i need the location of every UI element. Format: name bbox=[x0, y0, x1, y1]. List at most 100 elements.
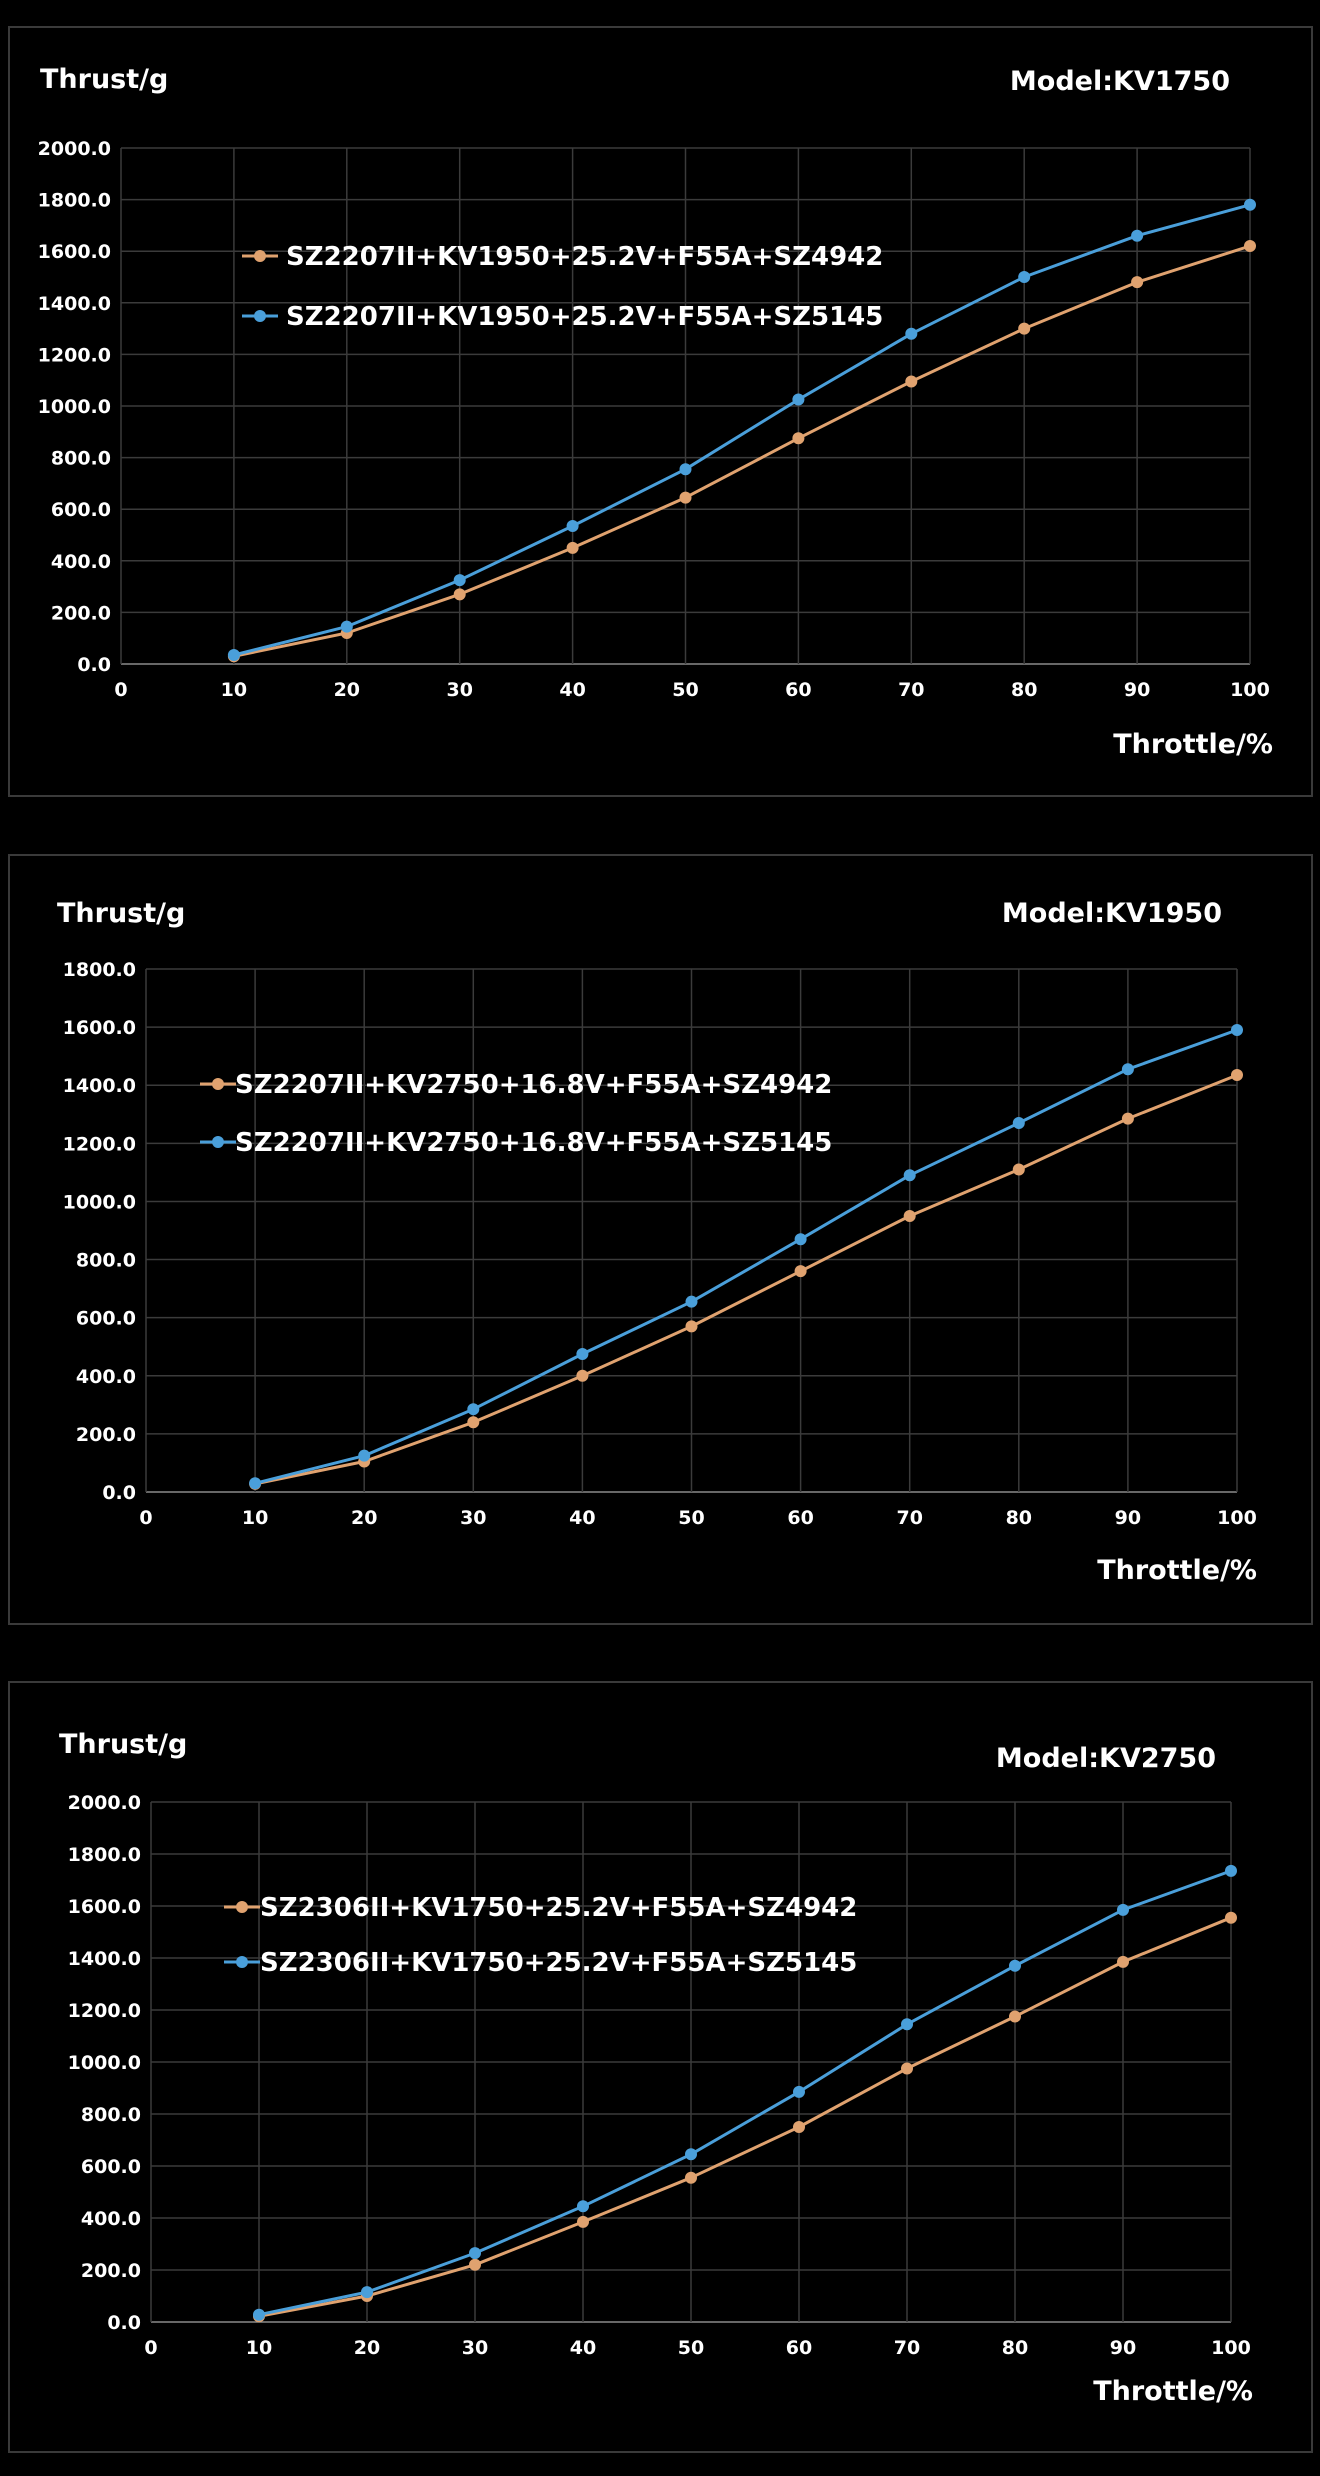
y-tick-label: 1200.0 bbox=[38, 344, 111, 366]
y-tick-label: 400.0 bbox=[51, 551, 111, 573]
data-point bbox=[467, 1403, 480, 1416]
legend: SZ2207II+KV1950+25.2V+F55A+SZ4942 SZ2207I… bbox=[242, 242, 883, 332]
data-point bbox=[792, 393, 805, 406]
x-tick-label: 0 bbox=[114, 679, 127, 701]
y-tick-label: 0.0 bbox=[77, 654, 111, 676]
legend-label: SZ2306II+KV1750+25.2V+F55A+SZ5145 bbox=[260, 1948, 857, 1978]
chart-svg-3: Thrust/g Model:KV2750 0.0200.0400.0600.0… bbox=[59, 1729, 1253, 2407]
data-point bbox=[793, 2121, 805, 2133]
data-point bbox=[1012, 1116, 1025, 1129]
y-tick-label: 600.0 bbox=[76, 1308, 136, 1330]
x-tick-label: 40 bbox=[570, 2337, 596, 2359]
y-tick-label: 1000.0 bbox=[63, 1191, 136, 1213]
legend-swatch-marker bbox=[212, 1078, 224, 1090]
data-point bbox=[901, 2018, 913, 2031]
legend-label: SZ2207II+KV1950+25.2V+F55A+SZ5145 bbox=[286, 302, 883, 332]
x-tick-label: 80 bbox=[1006, 1507, 1032, 1529]
x-tick-label: 50 bbox=[672, 679, 698, 701]
data-point bbox=[1231, 1024, 1243, 1037]
data-point bbox=[453, 574, 466, 587]
y-ticks: 0.0 200.0 400.0 600.0 800.0 1000.0 1200.0 1400.… bbox=[38, 138, 111, 676]
x-axis-label: Throttle/% bbox=[1097, 1555, 1257, 1586]
data-point bbox=[1244, 240, 1256, 253]
data-point bbox=[685, 2171, 697, 2184]
y-axis-label: Thrust/g bbox=[59, 1729, 187, 1760]
x-ticks: 0 10 20 30 40 50 60 70 80 90 100 bbox=[139, 1507, 1256, 1529]
y-tick-label: 2000.0 bbox=[38, 138, 111, 160]
data-point bbox=[903, 1209, 916, 1222]
x-tick-label: 20 bbox=[354, 2337, 380, 2359]
chart-panel-3: Thrust/g Model:KV2750 0.0 200.0 400.0 600.0… bbox=[8, 1681, 1313, 2453]
model-label: Model:KV1750 bbox=[1010, 66, 1230, 97]
data-point bbox=[794, 1233, 807, 1246]
data-point bbox=[358, 1449, 371, 1462]
legend-swatch-marker bbox=[254, 250, 266, 262]
y-tick-label: 1600.0 bbox=[38, 241, 111, 263]
data-point bbox=[1018, 322, 1031, 335]
y-tick-label: 0.0 bbox=[102, 1482, 136, 1504]
x-tick-label: 10 bbox=[242, 1507, 268, 1529]
series-lines bbox=[253, 1864, 1237, 2323]
x-tick-label: 100 bbox=[1230, 679, 1270, 701]
x-ticks: 0 10 20 30 40 50 60 70 80 90 100 bbox=[144, 2337, 1250, 2359]
x-tick-label: 60 bbox=[786, 2337, 812, 2359]
x-tick-label: 0 bbox=[144, 2337, 157, 2359]
data-point bbox=[901, 2062, 913, 2075]
x-tick-label: 70 bbox=[894, 2337, 920, 2359]
legend: SZ2306II+KV1750+25.2V+F55A+SZ4942 SZ2306I… bbox=[224, 1893, 857, 1978]
y-tick-label: 1000.0 bbox=[38, 396, 111, 418]
x-tick-label: 90 bbox=[1110, 2337, 1136, 2359]
y-ticks: 0.0 200.0 400.0 600.0 800.0 1000.0 1200.0 1400.… bbox=[63, 959, 136, 1504]
chart-panel-1: Thrust/g Model:KV1750 0.0 200.0 400.0 600.0… bbox=[8, 26, 1313, 797]
series-lines bbox=[249, 1024, 1243, 1490]
x-tick-label: 40 bbox=[569, 1507, 595, 1529]
legend-label: SZ2306II+KV1750+25.2V+F55A+SZ4942 bbox=[260, 1893, 857, 1923]
y-tick-label: 800.0 bbox=[81, 2104, 141, 2126]
x-tick-label: 60 bbox=[785, 679, 811, 701]
data-point bbox=[794, 1265, 807, 1278]
y-tick-label: 2000.0 bbox=[68, 1792, 141, 1814]
series-line-1 bbox=[258, 1916, 1232, 2318]
legend-label: SZ2207II+KV1950+25.2V+F55A+SZ4942 bbox=[286, 242, 883, 272]
data-point bbox=[685, 2148, 697, 2161]
y-axis-label: Thrust/g bbox=[57, 898, 185, 929]
data-point bbox=[566, 519, 579, 532]
series-line-1 bbox=[233, 244, 1251, 658]
x-tick-label: 50 bbox=[678, 1507, 704, 1529]
x-tick-label: 70 bbox=[896, 1507, 922, 1529]
data-point bbox=[1121, 1063, 1134, 1076]
x-tick-label: 40 bbox=[559, 679, 585, 701]
y-tick-label: 1600.0 bbox=[63, 1017, 136, 1039]
y-axis-label: Thrust/g bbox=[40, 64, 168, 95]
y-ticks: 0.0 200.0 400.0 600.0 800.0 1000.0 1200.0 1400.… bbox=[68, 1792, 141, 2334]
chart-panel-2: Thrust/g Model:KV1950 0.0 200.0 400.0 600.0… bbox=[8, 854, 1313, 1625]
data-point bbox=[1117, 1955, 1129, 1968]
data-point bbox=[1012, 1163, 1025, 1176]
x-tick-label: 30 bbox=[446, 679, 472, 701]
x-tick-label: 50 bbox=[678, 2337, 704, 2359]
chart-svg-2: Thrust/g Model:KV1950 0.0200.0400.0600.0… bbox=[57, 898, 1257, 1586]
data-point bbox=[361, 2286, 373, 2299]
y-tick-label: 0.0 bbox=[107, 2312, 141, 2334]
x-tick-label: 90 bbox=[1115, 1507, 1141, 1529]
legend-label: SZ2207II+KV2750+16.8V+F55A+SZ5145 bbox=[235, 1128, 832, 1158]
data-point bbox=[576, 1369, 589, 1382]
series-line-1 bbox=[254, 1073, 1238, 1486]
data-point bbox=[1121, 1112, 1134, 1125]
y-tick-label: 1200.0 bbox=[68, 2000, 141, 2022]
series-line-2 bbox=[254, 1028, 1238, 1485]
y-tick-label: 200.0 bbox=[51, 602, 111, 624]
data-point bbox=[1018, 271, 1031, 283]
x-axis-label: Throttle/% bbox=[1113, 729, 1273, 760]
data-point bbox=[249, 1477, 262, 1490]
data-point bbox=[453, 588, 466, 601]
x-tick-label: 30 bbox=[462, 2337, 488, 2359]
legend-label: SZ2207II+KV2750+16.8V+F55A+SZ4942 bbox=[235, 1070, 832, 1100]
data-point bbox=[469, 2247, 481, 2260]
y-tick-label: 800.0 bbox=[51, 448, 111, 470]
data-point bbox=[685, 1320, 698, 1333]
model-label: Model:KV2750 bbox=[996, 1743, 1216, 1774]
data-point bbox=[1131, 229, 1144, 242]
legend-swatch-marker bbox=[212, 1136, 224, 1148]
x-tick-label: 60 bbox=[787, 1507, 813, 1529]
